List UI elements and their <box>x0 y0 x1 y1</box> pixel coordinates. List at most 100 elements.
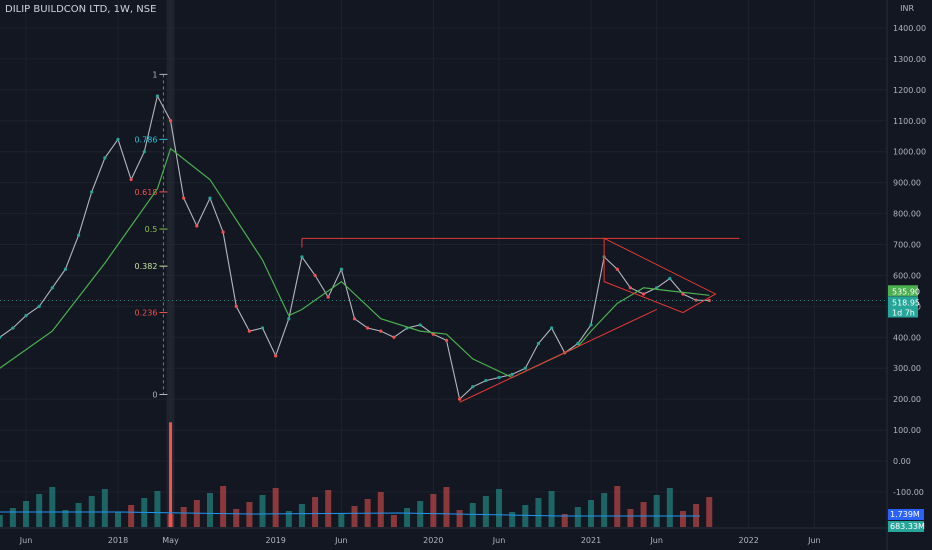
price-point <box>707 298 711 303</box>
chart-title: DILIP BUILDCON LTD, 1W, NSE <box>5 4 157 15</box>
fib-level-label: 0.618 <box>135 188 158 197</box>
price-point <box>195 224 199 228</box>
x-tick-label: May <box>162 536 179 545</box>
x-tick-label: 2020 <box>423 536 443 545</box>
volume-bar <box>101 489 108 527</box>
price-point <box>103 156 107 160</box>
price-point <box>549 326 554 330</box>
price-point <box>24 314 28 318</box>
price-point <box>116 137 120 141</box>
volume-badge <box>888 521 924 532</box>
volume-bar <box>679 511 686 527</box>
volume-bar <box>128 505 135 527</box>
fib-level-label: 0.382 <box>135 262 158 271</box>
price-point <box>497 375 501 380</box>
volume-badge-label: 1.739M <box>890 510 920 519</box>
price-point <box>221 230 225 234</box>
y-tick-label: 1300.00 <box>893 55 926 64</box>
price-axis-badge-label: 518.95 <box>892 298 920 307</box>
price-point <box>274 354 278 358</box>
volume-bar <box>653 495 660 527</box>
volume-bar <box>36 494 43 527</box>
x-tick-label: 2021 <box>581 536 601 545</box>
price-point <box>0 335 2 339</box>
y-tick-label: 0.00 <box>893 457 911 466</box>
volume-bar <box>548 491 555 527</box>
volume-bar <box>574 507 581 527</box>
x-tick-label: 2022 <box>738 536 758 545</box>
volume-bar <box>115 512 121 527</box>
volume-bar <box>220 486 227 527</box>
fib-level-label: 0.5 <box>145 225 158 234</box>
price-point <box>352 317 357 321</box>
price-point <box>536 341 541 346</box>
price-point <box>471 385 475 389</box>
price-point <box>339 267 343 271</box>
volume-bar <box>443 487 450 527</box>
volume-bar <box>285 511 292 527</box>
volume-bar <box>588 500 594 527</box>
y-tick-label: 300.00 <box>893 364 921 373</box>
volume-bar <box>377 492 384 527</box>
volume-bar <box>456 510 463 527</box>
x-tick-label: Jun <box>807 536 821 545</box>
symmetrical-triangle <box>603 237 717 314</box>
volume-bar <box>0 515 3 527</box>
price-point <box>50 286 54 290</box>
price-point <box>247 329 251 333</box>
volume-bar <box>325 490 332 527</box>
fib-level-label: 0.236 <box>135 309 158 318</box>
price-point <box>300 255 304 259</box>
price-axis-badge-label: 1d 7h <box>892 308 915 317</box>
price-point <box>168 119 173 123</box>
volume-bar <box>272 488 279 527</box>
ascending-trendline <box>459 308 657 403</box>
volume-bar <box>417 501 424 527</box>
y-tick-label: 800.00 <box>893 210 921 219</box>
price-point <box>681 292 685 296</box>
x-tick-label: 2019 <box>265 536 285 545</box>
volume-bar <box>233 509 240 527</box>
price-point <box>37 304 41 308</box>
price-point <box>379 329 383 333</box>
currency-label: INR <box>900 4 914 13</box>
x-tick-label: Jun <box>19 536 33 545</box>
volume-bar <box>509 512 516 527</box>
price-point <box>234 304 238 308</box>
price-point <box>523 366 527 370</box>
price-point <box>182 196 186 200</box>
volume-bar <box>535 498 542 527</box>
volume-bar <box>180 507 187 527</box>
cursor-band <box>166 0 175 528</box>
volume-bar <box>469 503 476 527</box>
volume-bar <box>75 503 82 527</box>
price-point <box>589 323 593 327</box>
volume-bar <box>601 493 608 527</box>
price-point <box>90 190 94 194</box>
price-point <box>326 295 330 299</box>
price-point <box>129 177 133 182</box>
volume-bar <box>49 487 56 527</box>
volume-bar <box>23 501 30 527</box>
price-axis-badge <box>888 306 918 318</box>
volume-bar <box>640 502 647 527</box>
volume-bar <box>259 495 266 527</box>
price-point <box>576 341 580 346</box>
y-tick-label: 900.00 <box>893 179 921 188</box>
price-point <box>155 94 160 98</box>
y-tick-label: 1000.00 <box>893 148 926 157</box>
volume-bar <box>404 508 411 527</box>
x-tick-label: Jun <box>492 536 506 545</box>
volume-bar <box>62 510 69 527</box>
volume-spike <box>169 422 173 527</box>
price-point <box>142 150 146 154</box>
volume-bar <box>706 497 713 527</box>
volume-badge <box>888 509 924 520</box>
y-tick-label: 400.00 <box>893 333 921 342</box>
y-tick-label: -100.00 <box>893 488 924 497</box>
price-point <box>641 292 646 296</box>
volume-bar <box>496 489 503 527</box>
price-point <box>418 323 422 327</box>
